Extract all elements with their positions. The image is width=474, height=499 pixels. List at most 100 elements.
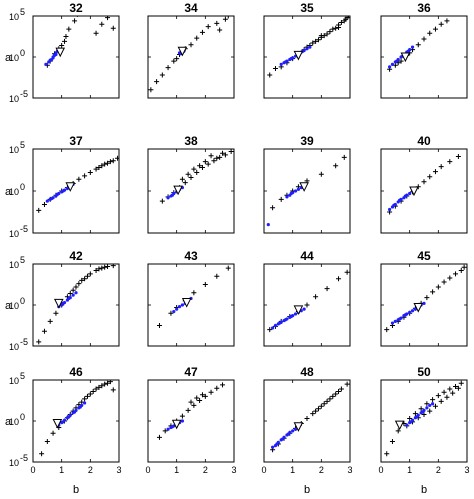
black-point: [208, 389, 214, 395]
black-point: [96, 266, 102, 272]
x-tick-label: 3: [231, 465, 236, 475]
black-point: [384, 451, 390, 457]
blue-point: [406, 49, 410, 53]
x-tick-label: 3: [464, 465, 469, 475]
blue-point: [166, 427, 170, 431]
black-point: [214, 20, 220, 26]
black-point: [188, 399, 194, 405]
panel-title: 42: [69, 249, 83, 263]
x-axis-label: b: [421, 484, 427, 496]
black-point: [194, 170, 200, 176]
black-point: [102, 381, 108, 387]
black-point: [430, 397, 436, 403]
y-tick-exponent: -5: [20, 337, 28, 347]
blue-point: [175, 307, 179, 311]
black-point: [438, 21, 444, 27]
plot-frame: [32, 15, 120, 99]
black-point: [197, 163, 203, 169]
black-point: [99, 383, 105, 389]
blue-point: [170, 193, 174, 197]
mean-triangle-marker: [293, 50, 304, 61]
x-tick-label: 0: [261, 465, 266, 475]
black-point: [315, 37, 321, 43]
black-point: [222, 16, 228, 22]
black-point: [93, 268, 99, 274]
black-point: [458, 380, 464, 386]
black-point: [90, 388, 96, 394]
black-point: [318, 33, 324, 39]
black-point: [421, 179, 427, 185]
black-point: [159, 198, 165, 204]
blue-point: [388, 65, 392, 69]
black-point: [199, 164, 205, 170]
panel-39: 39: [263, 134, 351, 234]
y-tick-label: 10: [9, 417, 19, 427]
points: [159, 149, 234, 204]
black-point: [84, 393, 90, 399]
blue-point: [177, 305, 182, 309]
blue-point: [67, 415, 71, 419]
black-point: [318, 171, 324, 177]
blue-point: [279, 62, 283, 66]
black-point: [197, 398, 203, 403]
black-point: [110, 387, 116, 393]
black-point: [330, 26, 336, 32]
black-point: [453, 271, 459, 277]
y-tick-exponent: 5: [20, 255, 25, 265]
black-point: [338, 20, 344, 26]
black-point: [222, 152, 228, 158]
black-point: [99, 21, 105, 27]
black-point: [171, 58, 177, 64]
black-point: [211, 158, 217, 164]
points: [148, 16, 231, 93]
black-point: [343, 16, 349, 22]
points: [156, 265, 231, 328]
black-point: [82, 173, 88, 179]
black-point: [105, 16, 111, 21]
mean-triangle-marker: [293, 422, 304, 432]
black-point: [447, 275, 453, 281]
black-point: [220, 150, 226, 156]
y-tick-exponent: 5: [20, 371, 25, 381]
y-tick-exponent: -5: [20, 453, 28, 463]
points: [36, 264, 116, 345]
mean-triangle-marker: [293, 305, 304, 316]
black-point: [162, 428, 168, 434]
points: [44, 16, 116, 68]
blue-point: [291, 429, 295, 433]
black-point: [208, 153, 214, 159]
y-tick-label: 10: [9, 342, 19, 352]
plot-frame: [32, 379, 120, 463]
black-point: [202, 393, 208, 399]
y-axis-label: a: [5, 416, 12, 428]
black-point: [79, 277, 85, 283]
black-point: [438, 164, 444, 170]
blue-point: [408, 191, 412, 196]
mean-triangle-marker: [400, 52, 411, 63]
black-point: [41, 328, 47, 334]
black-point: [310, 411, 316, 417]
blue-point: [420, 410, 425, 414]
mean-triangle-marker: [409, 186, 419, 197]
blue-point: [410, 45, 415, 49]
points: [266, 154, 347, 227]
black-point: [327, 29, 333, 35]
mean-triangle-marker: [394, 420, 405, 431]
black-point: [389, 439, 395, 444]
blue-point: [395, 59, 399, 63]
panel-title: 48: [300, 365, 314, 379]
blue-point: [283, 60, 288, 64]
y-tick-exponent: 0: [20, 182, 25, 192]
black-point: [194, 35, 200, 41]
blue-point: [44, 62, 48, 66]
blue-point: [180, 419, 184, 423]
black-point: [182, 180, 188, 186]
black-point: [47, 318, 53, 324]
black-point: [327, 396, 333, 402]
black-point: [398, 58, 404, 64]
black-point: [304, 302, 310, 308]
panel-title: 35: [300, 1, 314, 15]
blue-point: [67, 296, 71, 301]
panel-title: 38: [184, 134, 198, 148]
